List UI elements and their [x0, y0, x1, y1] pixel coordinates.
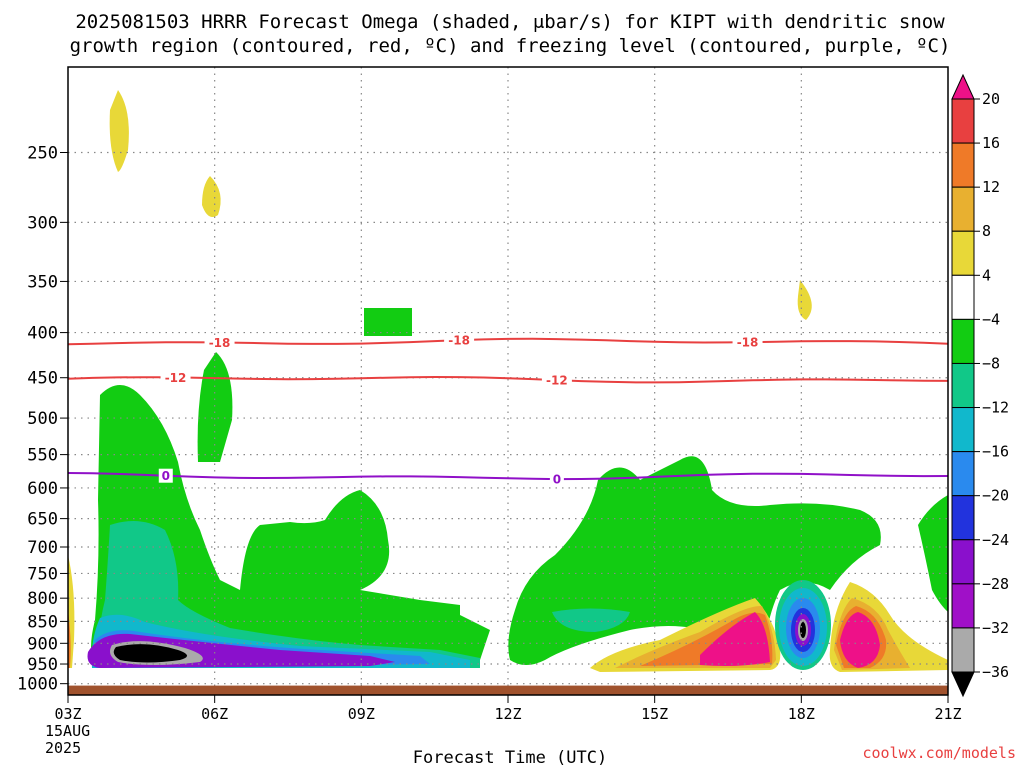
- colorbar-segment-0: [951, 98, 975, 144]
- plot-area: -18 -18 -18 -12 -12 0 0: [67, 66, 949, 696]
- contour-label--12-1: -12: [546, 374, 568, 388]
- contour-label-0-1: 0: [553, 473, 561, 487]
- contour-label--18-0: -18: [209, 336, 231, 350]
- colorbar-tick-label-2: 12: [982, 178, 1000, 196]
- colorbar-segment-2: [951, 186, 975, 232]
- colorbar-tick-label-11: −28: [982, 575, 1009, 593]
- contour-label-bg-0-1: [549, 472, 564, 487]
- omega-patch-yellow-aloft-2: [202, 176, 221, 218]
- colorbar-tick-label-10: −24: [982, 531, 1009, 549]
- y-tick-label-500: 500: [27, 409, 58, 429]
- grid-lines: [68, 67, 948, 695]
- contour-label--18-1: -18: [448, 334, 470, 348]
- omega-shading: [68, 90, 948, 672]
- colorbar-segment-6: [951, 362, 975, 409]
- contour-line--12: [67, 375, 949, 384]
- contour-label-bg--12-0: [160, 370, 191, 385]
- y-tick-label-600: 600: [27, 479, 58, 499]
- contour-label-bg--12-1: [541, 373, 572, 388]
- y-tick-label-700: 700: [27, 538, 58, 558]
- surface-ground: [68, 685, 948, 695]
- colorbar-tick-label-0: 20: [982, 90, 1000, 108]
- colorbar-tick-label-5: −4: [982, 310, 1000, 328]
- y-tick-label-800: 800: [27, 589, 58, 609]
- omega-region-magenta-16z: [700, 612, 770, 666]
- omega-region-magenta-19z: [840, 612, 880, 668]
- chart-title-line-2: growth region (contoured, red, ºC) and f…: [70, 35, 951, 57]
- colorbar-segment-11: [951, 583, 975, 629]
- colorbar-top-arrow: [951, 73, 975, 100]
- x-tick-label-12Z: 12Z: [494, 705, 521, 723]
- x-date-label-day: 15AUG: [45, 722, 90, 740]
- omega-core-black: [113, 644, 188, 663]
- colorbar-segment-8: [951, 451, 975, 497]
- contour-label-bg-0-0: [158, 468, 173, 483]
- colorbar-segment-3: [951, 230, 975, 276]
- y-tick-label-400: 400: [27, 324, 58, 344]
- y-tick-label-950: 950: [27, 655, 58, 675]
- colorbar-tick-label-8: −16: [982, 443, 1009, 461]
- colorbar: 20 16 12 8 4 −4 −8 −12 −16 −20 −24 −28 −32 −36: [951, 73, 1009, 698]
- x-tick-label-09Z: 09Z: [348, 705, 375, 723]
- colorbar-segment-4: [951, 274, 975, 320]
- y-tick-label-650: 650: [27, 510, 58, 530]
- colorbar-tick-label-12: −32: [982, 619, 1009, 637]
- colorbar-segment-9: [951, 495, 975, 541]
- colorbar-tick-label-7: −12: [982, 399, 1009, 417]
- y-tick-label-900: 900: [27, 634, 58, 654]
- omega-patch-green-06z: [197, 352, 233, 462]
- colorbar-segment-7: [951, 407, 975, 453]
- x-tick-label-06Z: 06Z: [201, 705, 228, 723]
- contour-label-0-0: 0: [162, 469, 170, 483]
- colorbar-tick-label-6: −8: [982, 354, 1000, 372]
- chart-title-line-1: 2025081503 HRRR Forecast Omega (shaded, …: [75, 11, 945, 33]
- x-tick-label-03Z: 03Z: [54, 705, 81, 723]
- y-tick-label-250: 250: [27, 143, 58, 163]
- x-axis-title: Forecast Time (UTC): [413, 748, 607, 768]
- x-axis-ticks: 03Z 06Z 09Z 12Z 15Z 18Z 21Z: [54, 695, 962, 723]
- colorbar-tick-label-4: 4: [982, 266, 991, 284]
- contour-label--18-2: -18: [737, 336, 759, 350]
- x-tick-label-15Z: 15Z: [641, 705, 668, 723]
- x-tick-label-21Z: 21Z: [934, 705, 961, 723]
- y-tick-label-450: 450: [27, 369, 58, 389]
- colorbar-segment-10: [951, 539, 975, 585]
- colorbar-tick-label-13: −36: [982, 663, 1009, 681]
- omega-region-green-lower-left: [91, 385, 490, 668]
- y-tick-label-850: 850: [27, 612, 58, 632]
- omega-patch-yellow-aloft-1: [109, 90, 129, 172]
- contour-label--12-0: -12: [165, 371, 187, 385]
- omega-patch-yellow-aloft-3: [797, 280, 812, 320]
- contour-line-0: [67, 472, 949, 481]
- x-tick-label-18Z: 18Z: [788, 705, 815, 723]
- y-tick-label-350: 350: [27, 272, 58, 292]
- y-tick-label-1000: 1000: [17, 675, 58, 695]
- omega-region-green-far-right: [918, 495, 948, 612]
- omega-patch-green-400: [364, 308, 412, 336]
- colorbar-tick-label-3: 8: [982, 222, 991, 240]
- colorbar-segment-12: [951, 627, 975, 673]
- omega-region-teal-lower-left: [98, 521, 480, 668]
- contour-label-bg--18-0: [204, 335, 235, 350]
- contour-label-bg--18-2: [732, 335, 763, 350]
- colorbar-bottom-arrow: [951, 671, 975, 698]
- x-date-label-year: 2025: [45, 739, 81, 757]
- contour-label-bg--18-1: [444, 333, 475, 348]
- colorbar-segment-1: [951, 142, 975, 188]
- y-axis-ticks: 2503003504004505005506006507007508008509…: [17, 143, 68, 695]
- y-tick-label-550: 550: [27, 446, 58, 466]
- y-tick-label-750: 750: [27, 564, 58, 584]
- credit-link[interactable]: coolwx.com/models: [862, 744, 1016, 762]
- temperature-contours: -18 -18 -18 -12 -12 0 0: [67, 333, 949, 487]
- omega-patch-teal-right: [552, 608, 630, 632]
- omega-oval-black-18z: [800, 622, 806, 638]
- y-tick-label-300: 300: [27, 213, 58, 233]
- colorbar-tick-label-1: 16: [982, 134, 1000, 152]
- colorbar-tick-label-9: −20: [982, 487, 1009, 505]
- colorbar-segment-5: [951, 318, 975, 364]
